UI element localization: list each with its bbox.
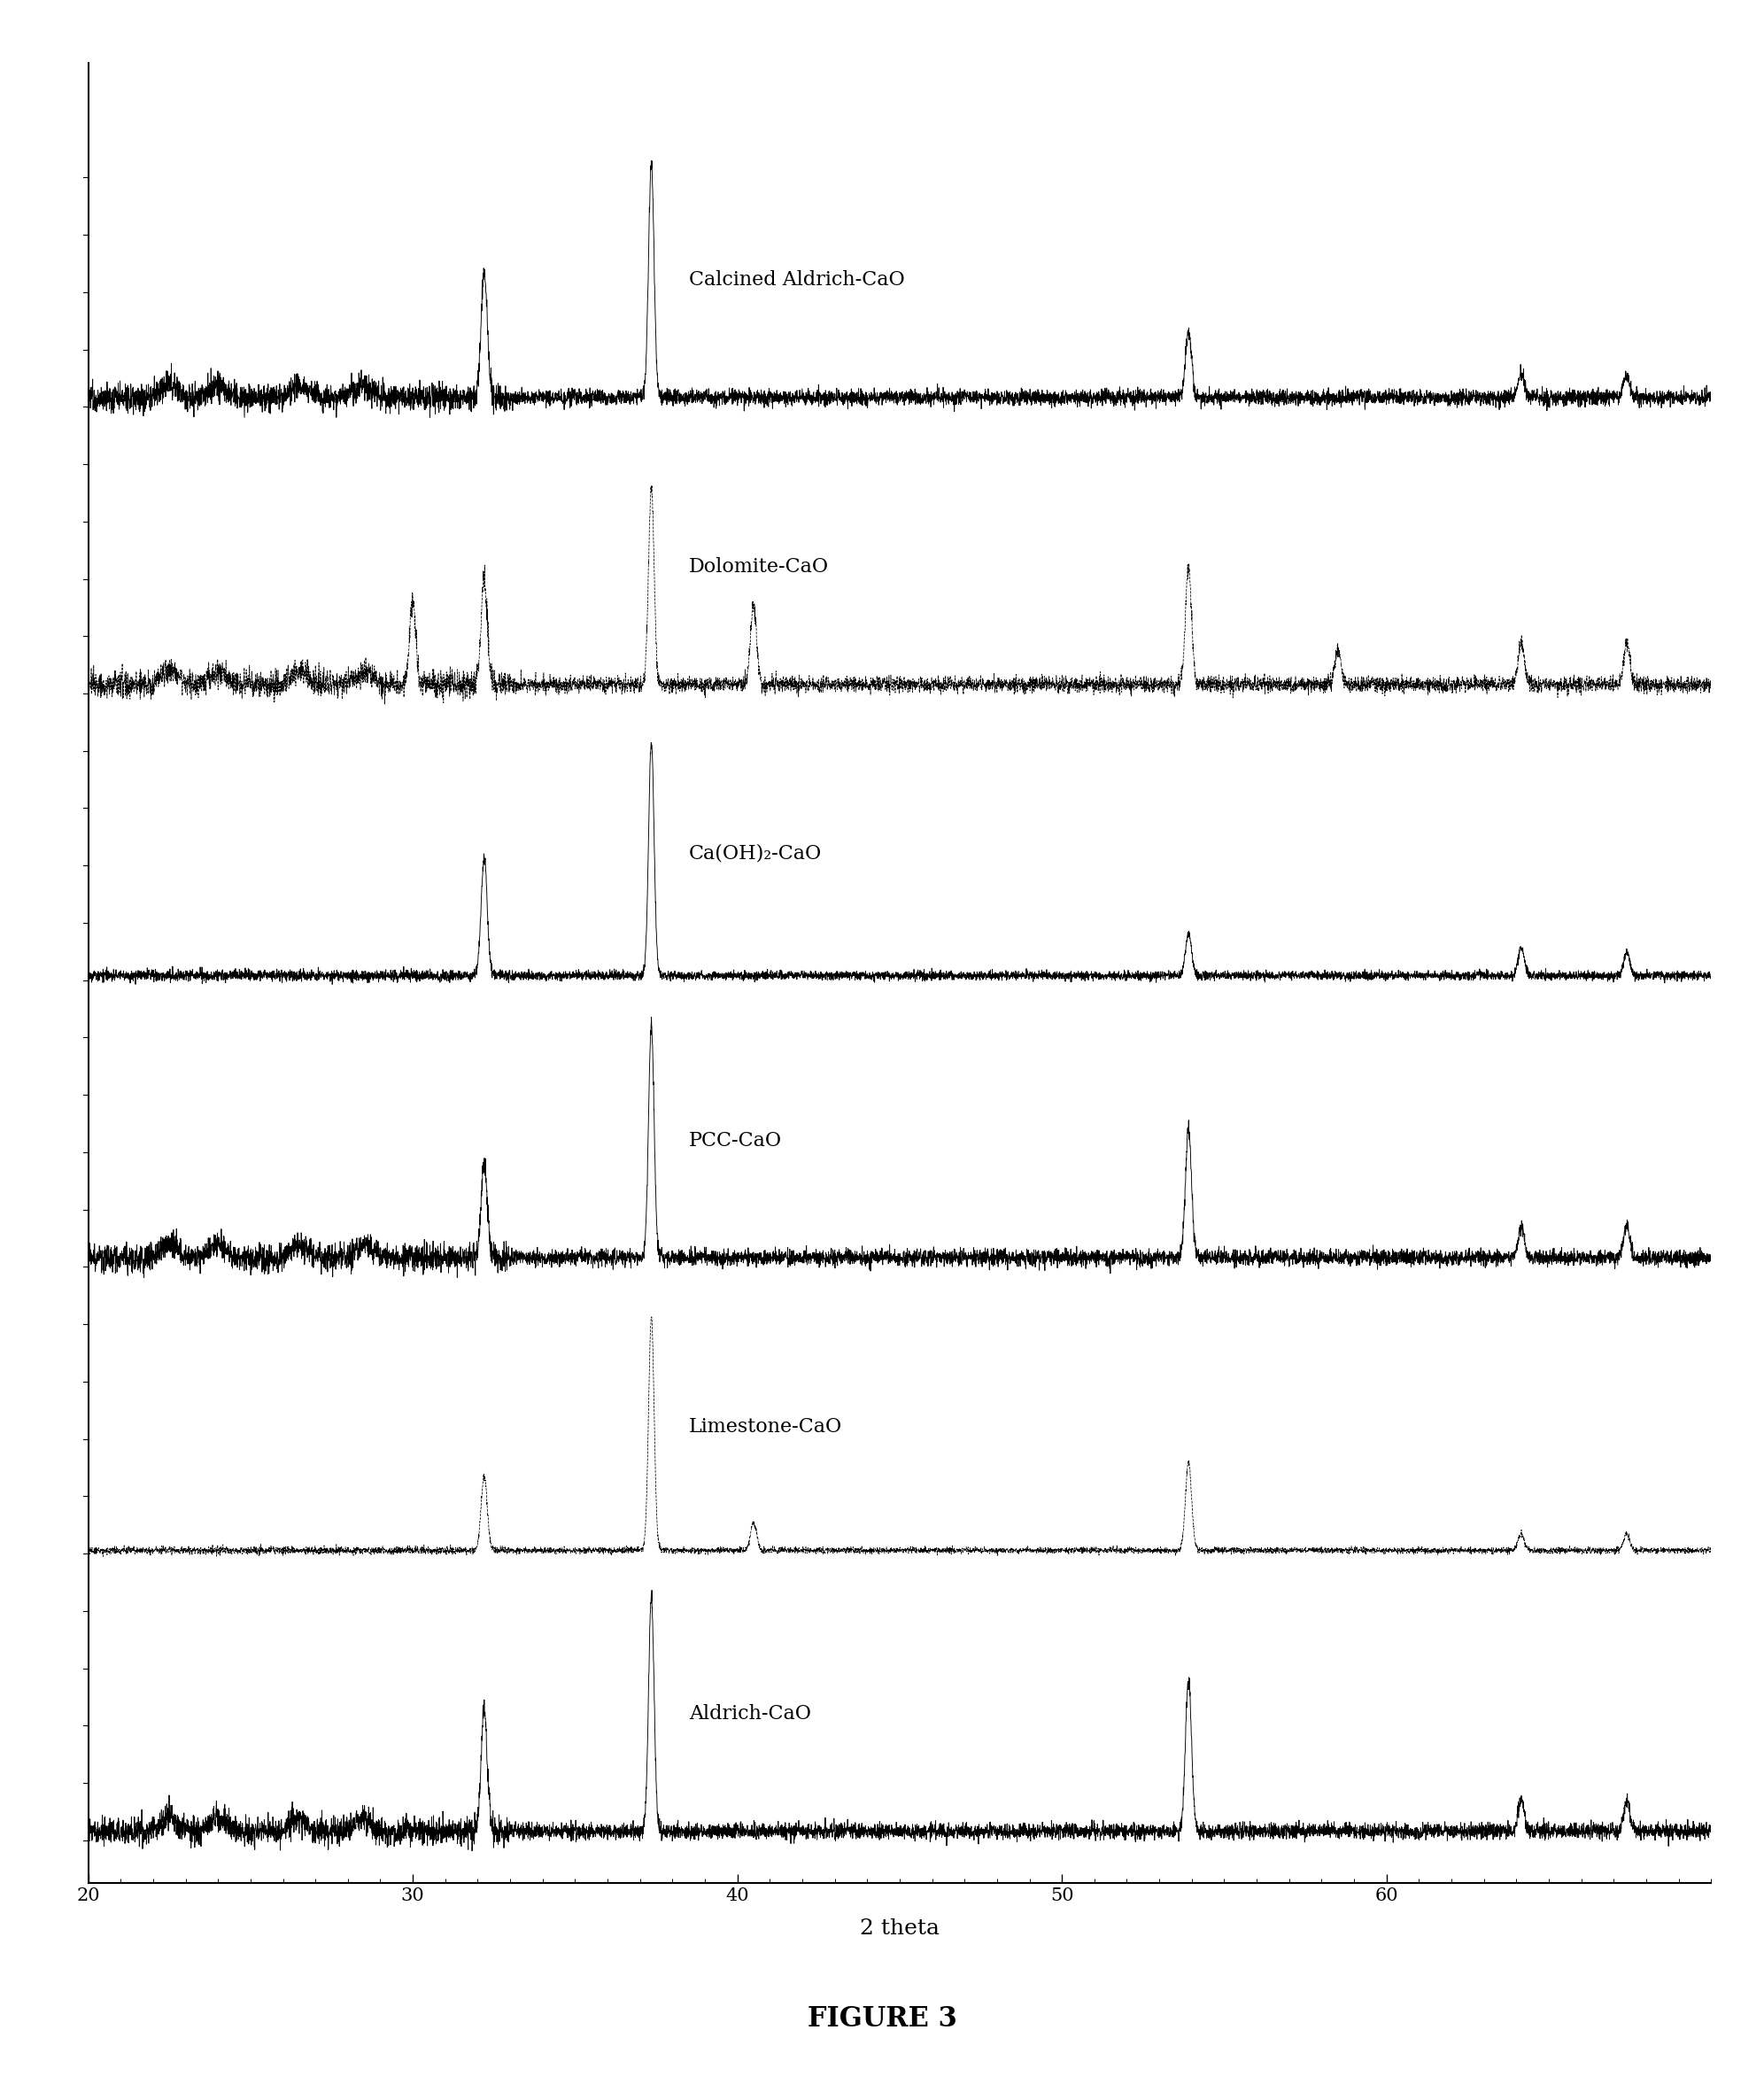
Text: Aldrich-CaO: Aldrich-CaO (688, 1705, 811, 1724)
Text: Dolomite-CaO: Dolomite-CaO (688, 556, 829, 577)
Text: FIGURE 3: FIGURE 3 (808, 2004, 956, 2033)
Text: Calcined Aldrich-CaO: Calcined Aldrich-CaO (688, 270, 905, 291)
Text: PCC-CaO: PCC-CaO (688, 1130, 781, 1151)
X-axis label: 2 theta: 2 theta (859, 1918, 940, 1939)
Text: Limestone-CaO: Limestone-CaO (688, 1418, 841, 1437)
Text: Ca(OH)₂-CaO: Ca(OH)₂-CaO (688, 843, 822, 864)
